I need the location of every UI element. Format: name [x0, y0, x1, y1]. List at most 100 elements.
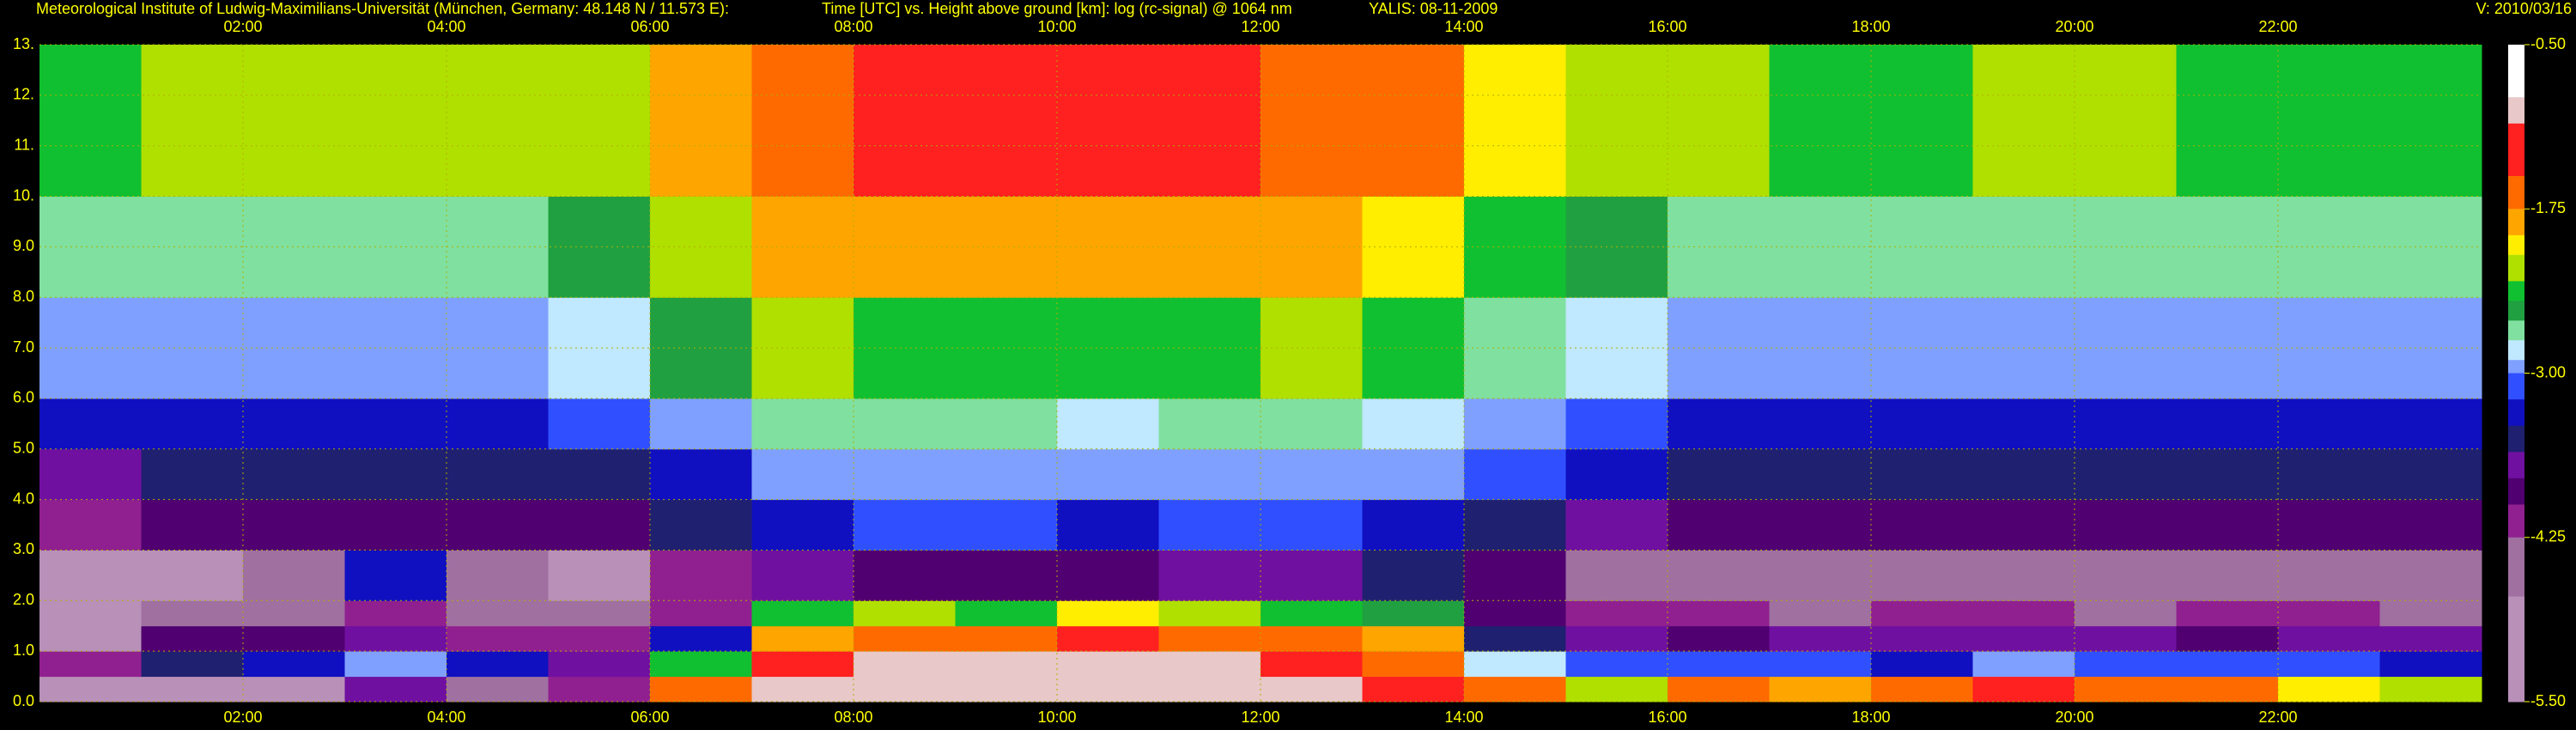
heat-cell: [955, 45, 1058, 198]
colorbar-segment: [2508, 504, 2524, 538]
heat-cell: [141, 651, 244, 678]
heat-cell: [1769, 651, 1872, 678]
heat-cell: [1972, 499, 2075, 551]
heat-cell: [2379, 676, 2482, 703]
y-tick-label: 3.0: [13, 540, 34, 557]
heat-cell: [548, 398, 651, 450]
heat-cell: [1464, 550, 1566, 601]
colorbar-segment: [2508, 340, 2524, 361]
heat-cell: [1769, 297, 1872, 399]
heat-cell: [141, 297, 244, 399]
heat-cell: [955, 651, 1058, 678]
heat-cell: [854, 600, 956, 627]
y-tick-label: 0.0: [13, 692, 34, 709]
heat-cell: [2278, 550, 2380, 601]
heat-cell: [1362, 651, 1465, 678]
heat-cell: [1261, 196, 1363, 298]
heat-cell: [447, 398, 549, 450]
y-tick-label: 4.0: [13, 490, 34, 507]
heat-cell: [141, 676, 244, 703]
y-tick-label: 6.0: [13, 389, 34, 406]
heat-cell: [854, 45, 956, 198]
colorbar-segment: [2508, 360, 2524, 374]
heat-cell: [1769, 398, 1872, 450]
heat-cell: [751, 398, 854, 450]
heat-cell: [1972, 448, 2075, 501]
heat-cell: [854, 550, 956, 601]
heat-cell: [1464, 676, 1566, 703]
colorbar-segment: [2508, 425, 2524, 453]
heat-cell: [1668, 448, 1770, 501]
heat-cell: [2075, 550, 2177, 601]
heat-cell: [1057, 651, 1159, 678]
heat-cell: [2278, 499, 2380, 551]
heat-cell: [1362, 600, 1465, 627]
heat-cell: [2379, 398, 2482, 450]
heat-cell: [1972, 651, 2075, 678]
heat-cell: [854, 448, 956, 501]
heat-cell: [1158, 499, 1261, 551]
heat-cell: [1871, 625, 1973, 652]
heat-cell: [1871, 398, 1973, 450]
heat-cell: [344, 499, 447, 551]
heat-cell: [1464, 196, 1566, 298]
y-tick-label: 9.0: [13, 237, 34, 254]
heat-cell: [548, 297, 651, 399]
heat-cell: [548, 550, 651, 601]
heat-cell: [447, 499, 549, 551]
heat-cell: [548, 651, 651, 678]
x-tick-label-top: 14:00: [1444, 18, 1483, 35]
heat-cell: [1057, 196, 1159, 298]
heat-cell: [2075, 499, 2177, 551]
x-tick-label-top: 08:00: [834, 18, 872, 35]
heat-cell: [1668, 499, 1770, 551]
heat-cell: [650, 196, 752, 298]
heat-cell: [955, 625, 1058, 652]
heat-cell: [39, 676, 142, 703]
heat-cell: [854, 676, 956, 703]
heat-cell: [548, 676, 651, 703]
x-tick-label: 02:00: [223, 709, 262, 726]
heat-cell: [2176, 600, 2279, 627]
heat-cell: [2075, 600, 2177, 627]
heat-cell: [1972, 600, 2075, 627]
heat-cell: [39, 499, 142, 551]
heat-cell: [2278, 398, 2380, 450]
heat-cell: [1057, 625, 1159, 652]
heat-cell: [243, 625, 345, 652]
heat-cell: [2379, 651, 2482, 678]
heat-cell: [1668, 625, 1770, 652]
colorbar-tick-label: -4.25: [2530, 528, 2566, 545]
colorbar-segment: [2508, 301, 2524, 321]
heat-cell: [955, 196, 1058, 298]
x-tick-label: 04:00: [427, 709, 465, 726]
heat-cell: [2176, 550, 2279, 601]
heat-cell: [447, 625, 549, 652]
colorbar-segment: [2508, 399, 2524, 427]
heat-cell: [1362, 676, 1465, 703]
heat-cell: [854, 398, 956, 450]
heat-cell: [1158, 45, 1261, 198]
heat-cell: [1158, 676, 1261, 703]
heat-cell: [1261, 651, 1363, 678]
colorbar-segment: [2508, 452, 2524, 479]
y-tick-label: 11.: [14, 136, 34, 153]
heat-cell: [2075, 625, 2177, 652]
colorbar-segment: [2508, 234, 2524, 256]
heat-cell: [2379, 448, 2482, 501]
heat-cell: [39, 45, 142, 198]
heat-cell: [141, 448, 244, 501]
heat-cell: [1362, 499, 1465, 551]
heat-cell: [955, 297, 1058, 399]
heat-cell: [1668, 398, 1770, 450]
heat-cell: [447, 196, 549, 298]
colorbar-segment: [2508, 478, 2524, 505]
x-tick-label-top: 04:00: [427, 18, 465, 35]
heat-cell: [548, 448, 651, 501]
heat-cell: [2379, 550, 2482, 601]
heat-cell: [2379, 499, 2482, 551]
heat-cell: [751, 499, 854, 551]
heat-cell: [1464, 625, 1566, 652]
heat-cell: [854, 297, 956, 399]
